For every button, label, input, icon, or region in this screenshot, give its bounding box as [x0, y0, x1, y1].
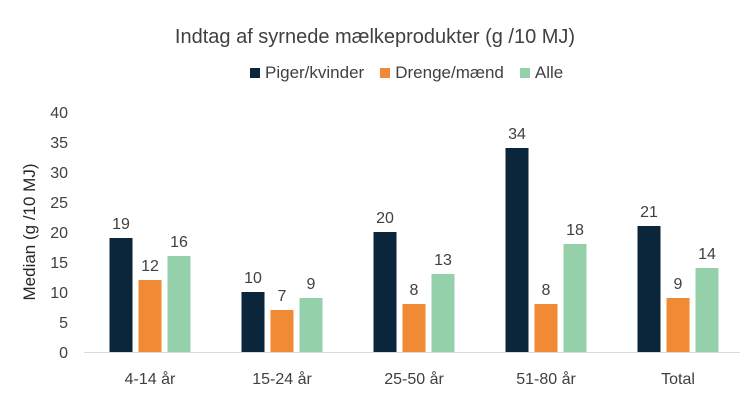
bar-1-0 — [241, 292, 265, 352]
y-tick-label: 10 — [50, 285, 68, 302]
data-label: 13 — [434, 252, 452, 269]
y-tick-label: 5 — [59, 315, 68, 332]
bar-3-0 — [505, 148, 529, 352]
data-label: 7 — [278, 288, 287, 305]
bar-1-2 — [299, 298, 323, 352]
legend-label-alle: Alle — [534, 63, 564, 82]
legend-swatch-alle — [519, 68, 530, 78]
data-label: 8 — [542, 282, 551, 299]
data-label: 19 — [112, 216, 130, 233]
bar-4-0 — [637, 226, 661, 352]
bar-1-1 — [270, 310, 294, 352]
bar-3-2 — [563, 244, 587, 352]
data-label: 16 — [170, 234, 188, 251]
legend-item-alle: Alle — [519, 63, 564, 83]
x-category-label: 25-50 år — [384, 370, 444, 388]
data-label: 10 — [244, 270, 262, 287]
data-label: 8 — [410, 282, 419, 299]
x-category-label: 15-24 år — [252, 370, 312, 388]
legend-label-piger: Piger/kvinder — [265, 63, 365, 82]
legend-item-piger: Piger/kvinder — [250, 63, 364, 83]
bar-0-0 — [109, 238, 133, 352]
x-category-label: 4-14 år — [125, 370, 176, 388]
data-label: 18 — [566, 222, 584, 239]
y-tick-label: 25 — [50, 195, 68, 212]
x-axis-categories: 4-14 år 15-24 år 25-50 år 51-80 år Total — [125, 370, 695, 388]
y-axis-ticks: 0 5 10 15 20 25 30 35 40 — [50, 105, 68, 362]
bar-0-2 — [167, 256, 191, 352]
bar-4-2 — [695, 268, 719, 352]
bar-2-0 — [373, 232, 397, 352]
data-label: 9 — [307, 276, 316, 293]
data-label: 9 — [674, 276, 683, 293]
y-tick-label: 15 — [50, 255, 68, 272]
legend-item-drenge: Drenge/mænd — [380, 63, 504, 83]
bar-2-2 — [431, 274, 455, 352]
legend-swatch-piger — [250, 68, 260, 78]
legend-label-drenge: Drenge/mænd — [395, 63, 504, 82]
x-category-label: Total — [661, 371, 695, 388]
y-tick-label: 20 — [50, 225, 68, 242]
data-label: 34 — [508, 126, 526, 143]
y-tick-label: 30 — [50, 165, 68, 182]
x-category-label: 51-80 år — [516, 370, 576, 388]
legend: Piger/kvinder Drenge/mænd Alle — [250, 63, 579, 83]
y-tick-label: 0 — [59, 345, 68, 362]
y-axis-title: Median (g /10 MJ) — [20, 164, 39, 301]
bars: 19 12 16 10 7 9 20 8 13 34 8 18 21 9 14 — [109, 126, 719, 352]
data-label: 20 — [376, 210, 394, 227]
bar-2-1 — [402, 304, 426, 352]
bar-0-1 — [138, 280, 162, 352]
y-tick-label: 40 — [50, 105, 68, 122]
y-tick-label: 35 — [50, 135, 68, 152]
bar-4-1 — [666, 298, 690, 352]
legend-swatch-drenge — [380, 68, 391, 78]
data-label: 21 — [640, 204, 658, 221]
data-label: 14 — [698, 246, 716, 263]
bar-3-1 — [534, 304, 558, 352]
data-label: 12 — [141, 258, 159, 275]
chart-title: Indtag af syrnede mælkeprodukter (g /10 … — [174, 26, 576, 48]
